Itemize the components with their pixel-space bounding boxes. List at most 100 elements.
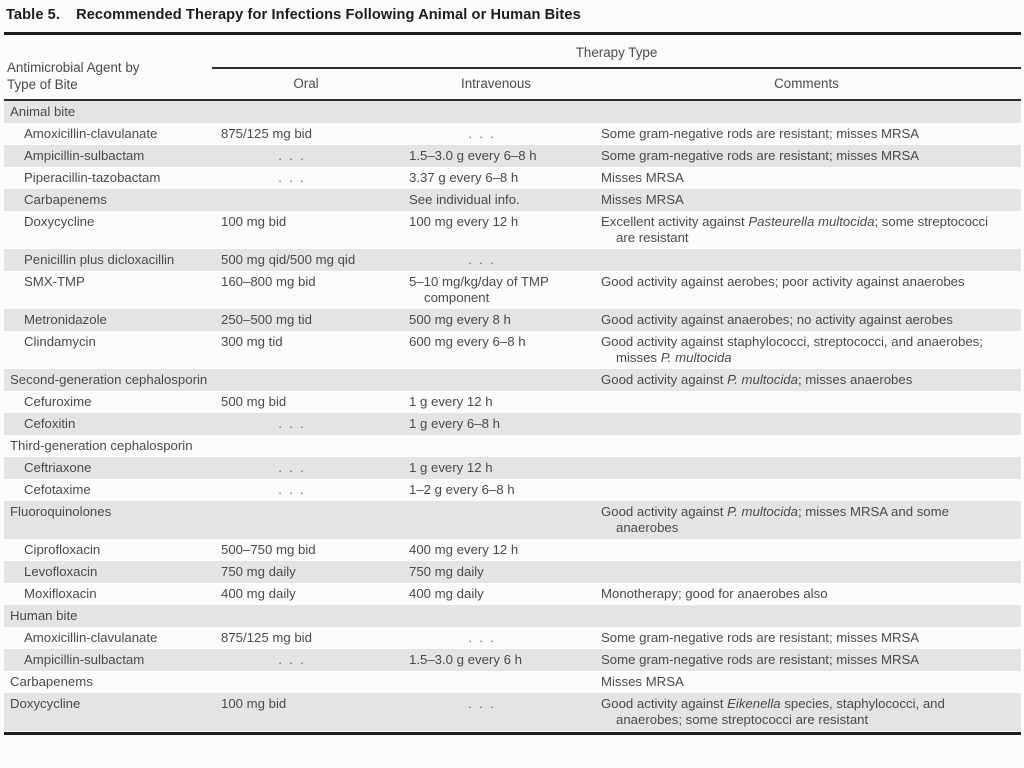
drug-row: Doxycycline 100 mg bid 100 mg every 12 h Ex… (4, 211, 1021, 249)
iv-cell (400, 501, 592, 539)
oral-cell: 250–500 mg tid (221, 312, 312, 327)
agent-cell: Ampicillin-sulbactam (24, 148, 145, 163)
iv-cell: . . . (468, 631, 496, 645)
iv-cell: . . . (468, 697, 496, 711)
section-row: Doxycycline 100 mg bid . . . Good activity … (4, 693, 1022, 731)
drug-row: Amoxicillin-clavulanate 875/125 mg bid . .… (4, 123, 1021, 145)
comments-cell: Some gram-negative rods are resistant; m… (601, 126, 920, 141)
group-header-row: Antimicrobial Agent by Type of Bite Ther… (4, 35, 1022, 101)
agent-cell: Ceftriaxone (24, 460, 92, 475)
agent-cell: Clindamycin (24, 334, 96, 349)
iv-cell: See individual info. (409, 192, 520, 207)
oral-cell: . . . (278, 171, 306, 185)
comments-cell (592, 539, 1021, 561)
agent-cell: Penicillin plus dicloxacillin (24, 252, 175, 267)
species-name: P. multocida (660, 350, 732, 365)
iv-cell: 1 g every 12 h (409, 460, 493, 475)
comments-cell: Some gram-negative rods are resistant; m… (601, 652, 920, 667)
oral-cell: 300 mg tid (221, 334, 283, 349)
drug-row: Carbapenems See individual info. Misses MR… (4, 189, 1022, 211)
iv-cell: 1.5–3.0 g every 6 h (409, 652, 522, 667)
agent-cell: Metronidazole (24, 312, 107, 327)
column-header-row: Oral Intravenous Comments (4, 68, 1022, 101)
iv-cell (400, 605, 592, 627)
agent-cell: Cefotaxime (24, 482, 91, 497)
species-name: Pasteurella multocida (748, 214, 875, 229)
oral-cell: 100 mg bid (221, 214, 287, 229)
comments-cell (592, 435, 1021, 457)
oral-cell: 750 mg daily (221, 564, 296, 579)
oral-cell: . . . (278, 149, 306, 163)
oral-cell: . . . (278, 653, 306, 667)
species-name: P. multocida (727, 504, 798, 519)
oral-cell: 100 mg bid (221, 696, 287, 711)
agent-cell: Moxifloxacin (24, 586, 97, 601)
drug-row: Amoxicillin-clavulanate 875/125 mg bid . .… (4, 627, 1021, 649)
column-header-agent: Antimicrobial Agent by Type of Bite (4, 35, 212, 101)
agent-cell: Carbapenems (10, 674, 93, 689)
section-row: Fluoroquinolones Good activity against P.… (4, 501, 1022, 539)
drug-row: Ampicillin-sulbactam . . . 1.5–3.0 g every… (4, 145, 1022, 167)
oral-cell (212, 189, 400, 211)
iv-cell: 1 g every 12 h (409, 394, 493, 409)
agent-cell: Fluoroquinolones (10, 504, 112, 519)
drug-row: Ceftriaxone . . . 1 g every 12 h (4, 457, 1022, 479)
drug-row: Piperacillin-tazobactam . . . 3.37 g every… (4, 167, 1021, 189)
agent-cell: Ciprofloxacin (24, 542, 101, 557)
comments-cell: Excellent activity against Pasteurella m… (601, 214, 989, 245)
iv-cell: . . . (468, 127, 496, 141)
comments-cell (592, 479, 1021, 501)
agent-cell: SMX-TMP (24, 274, 85, 289)
agent-cell: Amoxicillin-clavulanate (24, 630, 158, 645)
agent-cell: Amoxicillin-clavulanate (24, 126, 158, 141)
iv-cell: 400 mg daily (409, 586, 484, 601)
drug-row: Penicillin plus dicloxacillin 500 mg qid/… (4, 249, 1022, 271)
section-row: Human bite (4, 605, 1022, 627)
oral-cell: 875/125 mg bid (221, 630, 312, 645)
iv-cell: 1 g every 6–8 h (409, 416, 500, 431)
iv-cell (400, 100, 592, 123)
oral-cell (212, 501, 400, 539)
comments-cell (592, 561, 1021, 583)
comments-cell: Monotherapy; good for anaerobes also (601, 586, 828, 601)
iv-cell: . . . (468, 253, 496, 267)
column-group-header-therapy-type: Therapy Type (212, 35, 1022, 69)
iv-cell: 600 mg every 6–8 h (409, 334, 526, 349)
column-header-comments: Comments (592, 68, 1022, 101)
iv-cell: 400 mg every 12 h (409, 542, 519, 557)
table-title: Table 5. Recommended Therapy for Infectio… (4, 4, 1021, 32)
oral-cell: . . . (278, 483, 306, 497)
drug-row: Metronidazole 250–500 mg tid 500 mg every … (4, 309, 1022, 331)
table-number: Table 5. (6, 7, 61, 23)
agent-cell: Second-generation cephalosporin (10, 372, 208, 387)
section-row: Animal bite (4, 100, 1022, 123)
agent-cell: Animal bite (10, 104, 76, 119)
iv-cell: 1–2 g every 6–8 h (409, 482, 515, 497)
drug-row: Moxifloxacin 400 mg daily 400 mg daily Mono… (4, 583, 1021, 605)
comments-cell: Some gram-negative rods are resistant; m… (601, 148, 920, 163)
table-header: Antimicrobial Agent by Type of Bite Ther… (4, 35, 1022, 101)
species-name: Eikenella (727, 696, 781, 711)
table-caption: Recommended Therapy for Infections Follo… (76, 7, 581, 23)
comments-cell: Good activity against P. multocida; miss… (601, 504, 949, 535)
oral-cell: . . . (278, 417, 306, 431)
column-header-agent-line1: Antimicrobial Agent by (7, 60, 140, 75)
oral-cell (212, 369, 400, 391)
agent-cell: Piperacillin-tazobactam (24, 170, 161, 185)
comments-cell: Good activity against staphylococci, str… (601, 334, 983, 365)
species-name: P. multocida (727, 372, 798, 387)
comments-cell: Good activity against aerobes; poor acti… (601, 274, 965, 289)
comments-cell: Misses MRSA (601, 674, 684, 689)
comments-cell: Misses MRSA (601, 192, 684, 207)
comments-cell: Good activity against P. multocida; miss… (601, 372, 913, 387)
column-header-intravenous: Intravenous (400, 68, 592, 101)
iv-cell (400, 435, 592, 457)
oral-cell: 160–800 mg bid (221, 274, 316, 289)
comments-cell (592, 249, 1021, 271)
drug-row: Cefuroxime 500 mg bid 1 g every 12 h (4, 391, 1021, 413)
oral-cell: 500–750 mg bid (221, 542, 316, 557)
bottom-rule (4, 732, 1021, 735)
oral-cell (212, 100, 400, 123)
comments-cell (592, 457, 1021, 479)
comments-cell: Some gram-negative rods are resistant; m… (601, 630, 920, 645)
